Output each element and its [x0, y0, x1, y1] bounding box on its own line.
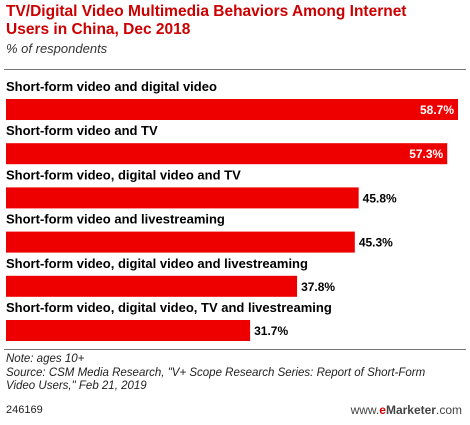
bar [6, 275, 298, 297]
chart-subtitle: % of respondents [6, 41, 108, 56]
value-label: 57.3% [409, 147, 443, 161]
bar [6, 99, 458, 120]
value-label: 45.3% [359, 236, 393, 250]
category-label: Short-form video, digital video and live… [6, 256, 308, 271]
bar [6, 231, 355, 253]
top-divider [4, 69, 466, 70]
bar-chart: Short-form video and digital video 58.7% S… [6, 79, 458, 341]
chart-title: TV/Digital Video Multimedia Behaviors Am… [6, 3, 407, 38]
brand-suffix: .com [435, 403, 462, 417]
value-label: 45.8% [363, 191, 397, 205]
source-text: Source: CSM Media Research, "V+ Scope Re… [6, 366, 426, 393]
value-label: 58.7% [420, 103, 454, 117]
bar [6, 143, 448, 165]
brand-name: Marketer [385, 403, 436, 417]
chart-id: 246169 [6, 404, 43, 416]
category-label: Short-form video and livestreaming [6, 212, 225, 227]
value-label: 31.7% [254, 324, 288, 338]
brand-e: e [379, 403, 386, 417]
bar [6, 187, 359, 209]
brand-prefix: www. [350, 403, 380, 417]
bottom-divider [4, 349, 466, 350]
category-label: Short-form video, digital video, TV and … [6, 300, 332, 315]
category-label: Short-form video and TV [6, 123, 158, 138]
category-label: Short-form video, digital video and TV [6, 167, 241, 182]
value-label: 37.8% [301, 280, 335, 294]
category-label: Short-form video and digital video [6, 79, 217, 94]
note-text: Note: ages 10+ [6, 353, 85, 365]
emarketer-logo: www.eMarketer.com [351, 403, 462, 417]
chart-note: Note: ages 10+ Source: CSM Media Researc… [6, 353, 446, 394]
bar [6, 320, 251, 341]
